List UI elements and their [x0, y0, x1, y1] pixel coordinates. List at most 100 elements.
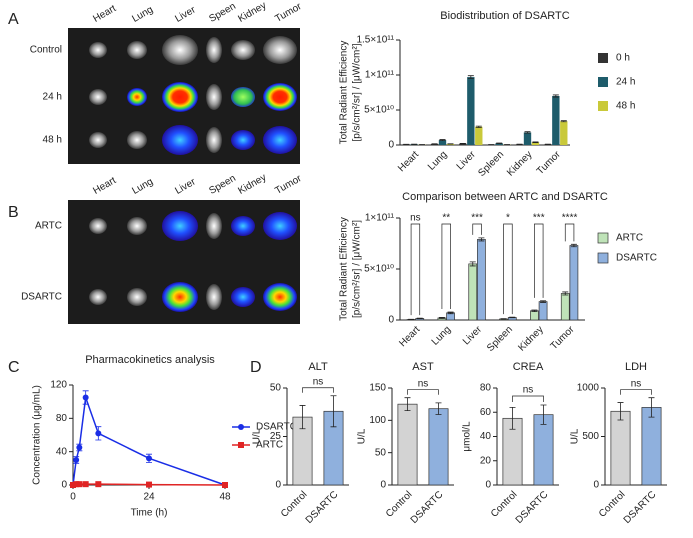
organ	[162, 282, 198, 312]
chart-title: LDH	[625, 361, 647, 373]
bar	[523, 132, 532, 145]
y-tick-label: 5×10¹⁰	[364, 105, 394, 116]
panel-label: C	[8, 359, 20, 376]
marker	[82, 394, 89, 401]
error-bar	[475, 125, 482, 128]
error-bar	[500, 318, 507, 320]
x-tick-label: DSARTC	[409, 489, 446, 526]
panel-label: A	[8, 11, 19, 28]
column-label: Heart	[91, 175, 118, 197]
bar	[610, 410, 631, 486]
error-bar	[552, 94, 559, 98]
y-tick-label: 120	[50, 380, 67, 391]
row-label: ARTC	[35, 221, 62, 232]
row-label: 24 h	[43, 92, 62, 103]
error-bar	[404, 397, 411, 412]
x-tick-label: Tumor	[535, 149, 563, 177]
x-tick-label: 48	[219, 492, 231, 503]
marker	[146, 481, 152, 488]
x-axis-label: Time (h)	[131, 508, 168, 519]
chart-title: Pharmacokinetics analysis	[85, 354, 215, 366]
bar	[530, 310, 539, 321]
organ	[89, 89, 107, 105]
error-bar	[540, 300, 547, 303]
organ	[89, 42, 107, 58]
error-bar	[562, 291, 569, 296]
y-tick-label: 1×10¹¹	[365, 70, 395, 81]
organ	[263, 126, 297, 154]
error-bar	[509, 316, 516, 319]
y-axis-label: [p/s/cm²/sr] / [μW/cm²]	[352, 43, 363, 141]
significance-label: ***	[533, 213, 545, 224]
marker	[73, 481, 80, 488]
y-axis-label: U/L	[570, 428, 581, 444]
column-label: Lung	[130, 4, 155, 25]
error-bar	[648, 397, 655, 418]
marker	[76, 481, 83, 488]
organ	[162, 125, 198, 155]
x-tick-label: Kidney	[505, 149, 534, 178]
significance-bracket	[472, 223, 482, 235]
organ	[127, 217, 147, 235]
chart-title: Comparison between ARTC and DSARTC	[402, 191, 608, 203]
column-label: Liver	[173, 4, 198, 25]
column-label: Kidney	[236, 172, 268, 197]
bar	[397, 403, 418, 486]
organ	[206, 127, 222, 153]
error-bar	[531, 309, 538, 313]
significance-label: ns	[313, 376, 324, 387]
organ	[127, 88, 147, 106]
error-bar	[467, 75, 474, 79]
error-bar	[570, 243, 577, 248]
error-bar	[447, 311, 454, 315]
error-bar	[438, 317, 445, 319]
y-axis-label: U/L	[252, 428, 263, 444]
x-tick-label: Kidney	[516, 324, 545, 353]
significance-bracket	[564, 223, 575, 242]
chart-title: CREA	[513, 361, 544, 373]
y-tick-label: 0	[275, 480, 281, 491]
y-tick-label: 5×10¹⁰	[364, 264, 394, 275]
organ	[162, 82, 198, 112]
legend-label: 0 h	[616, 53, 630, 64]
significance-bracket	[410, 223, 421, 316]
x-tick-label: Lung	[430, 324, 454, 348]
y-tick-label: 0	[380, 480, 386, 491]
x-tick-label: Heart	[397, 324, 422, 349]
x-tick-label: Control	[597, 489, 628, 520]
legend-marker	[238, 442, 244, 448]
organ	[162, 211, 198, 241]
legend-marker	[238, 424, 244, 430]
bar	[459, 143, 467, 145]
error-bar	[617, 402, 624, 421]
error-bar	[509, 407, 516, 430]
significance-bracket	[441, 223, 451, 310]
significance-bracket	[407, 389, 439, 395]
organ	[127, 288, 147, 306]
organ	[206, 213, 222, 239]
significance-bracket	[503, 223, 513, 315]
legend-swatch	[598, 101, 608, 111]
bar	[438, 140, 447, 145]
x-tick-label: Control	[384, 489, 415, 520]
marker	[222, 482, 228, 488]
y-axis-label: Total Radiant Efficiency	[339, 41, 350, 145]
chart-title: Biodistribution of DSARTC	[440, 10, 569, 22]
y-tick-label: 0	[388, 140, 394, 151]
x-tick-label: Lung	[426, 149, 450, 173]
bar	[533, 414, 554, 486]
x-tick-label: 24	[143, 492, 155, 503]
bar	[560, 121, 568, 145]
bar	[467, 77, 475, 145]
organ	[206, 284, 222, 310]
legend-label: DSARTC	[256, 422, 297, 433]
marker	[70, 482, 76, 488]
y-tick-label: 1.5×10¹¹	[356, 35, 394, 46]
error-bar	[435, 402, 442, 415]
organ	[263, 283, 297, 311]
organ	[89, 218, 107, 234]
organ	[206, 84, 222, 110]
bar	[552, 96, 560, 145]
y-tick-label: 40	[480, 431, 492, 442]
y-tick-label: 0	[388, 315, 394, 326]
